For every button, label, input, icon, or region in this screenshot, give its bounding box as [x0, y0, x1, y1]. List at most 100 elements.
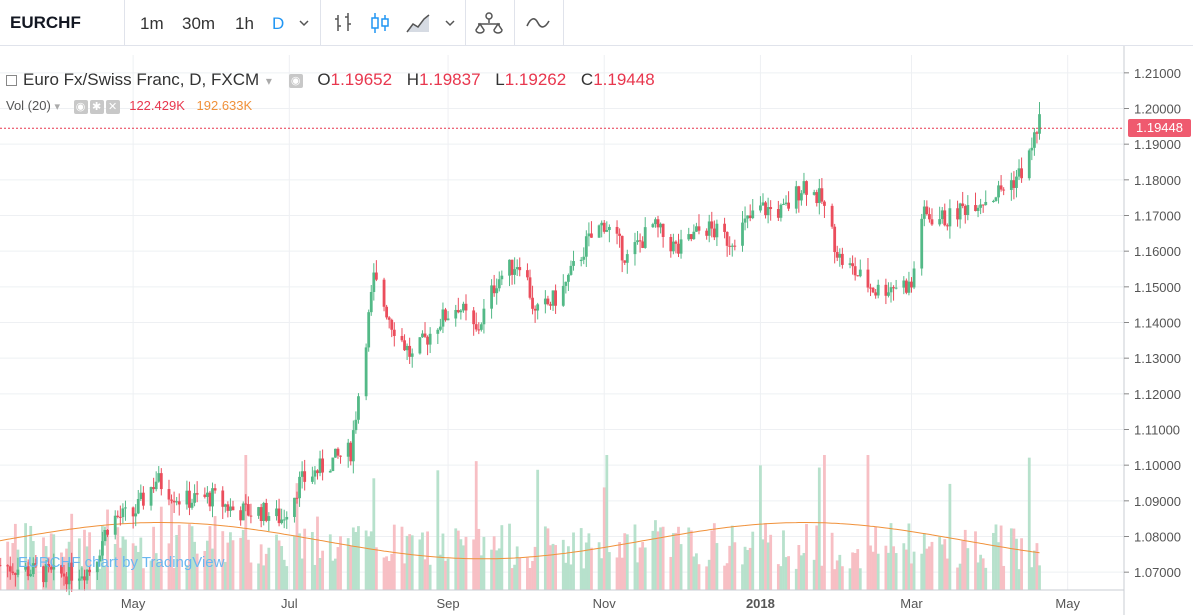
- volume-bar: [70, 513, 74, 590]
- candle-body: [195, 493, 199, 495]
- volume-bar: [492, 536, 496, 590]
- volume-ma-line: [0, 522, 1040, 560]
- candle-body: [205, 492, 209, 497]
- candle-body: [426, 336, 429, 345]
- volume-bar: [733, 542, 737, 590]
- volume-bar: [364, 530, 368, 590]
- volume-bar: [264, 553, 268, 590]
- eye-icon[interactable]: ◉: [73, 99, 88, 114]
- candle-body: [920, 218, 924, 269]
- volume-bar: [564, 562, 568, 590]
- volume-bar: [531, 560, 534, 590]
- volume-bar: [695, 553, 698, 590]
- eye-icon[interactable]: ◉: [288, 73, 303, 88]
- candle-body: [88, 569, 92, 573]
- candle-body: [244, 503, 248, 505]
- candle-body: [641, 241, 645, 248]
- volume-bar: [981, 558, 985, 590]
- symbol-search-button[interactable]: EURCHF: [10, 13, 81, 32]
- interval-30m-button[interactable]: 30m: [182, 14, 216, 33]
- interval-1h-button[interactable]: 1h: [235, 14, 254, 33]
- interval-1m-button[interactable]: 1m: [140, 14, 164, 33]
- candle-body: [223, 504, 227, 507]
- candle-body: [472, 310, 476, 325]
- volume-bar: [508, 523, 511, 590]
- candle-body: [730, 245, 734, 247]
- candle-body: [136, 498, 140, 514]
- candle-body: [349, 442, 353, 462]
- watermark[interactable]: EURCHF chart by TradingView: [18, 554, 225, 571]
- candle-body: [797, 186, 801, 201]
- volume-bar: [369, 531, 373, 590]
- volume-bar: [441, 533, 445, 590]
- volume-bar: [838, 554, 842, 590]
- volume-bar: [945, 558, 949, 590]
- candle-body: [554, 290, 557, 306]
- volume-bar: [984, 567, 988, 590]
- volume-bar: [851, 552, 855, 590]
- candle-body: [894, 287, 898, 289]
- chevron-down-icon[interactable]: ▾: [54, 101, 60, 113]
- candle-body: [579, 259, 583, 262]
- volume-bar: [139, 537, 143, 590]
- indicators-icon[interactable]: [526, 11, 550, 35]
- volume-bar: [764, 523, 767, 590]
- volume-bar: [167, 543, 171, 590]
- chevron-down-icon[interactable]: ▾: [265, 74, 272, 88]
- collapse-legend-icon[interactable]: [6, 75, 17, 87]
- price-tick-label: 1.17000: [1134, 209, 1181, 224]
- candle-body: [134, 513, 138, 517]
- interval-d-button[interactable]: D: [272, 14, 285, 33]
- candle-body: [997, 185, 1000, 198]
- candle-body: [229, 506, 232, 511]
- volume-bar: [561, 539, 565, 590]
- volume-bar: [871, 551, 875, 590]
- volume-bar: [623, 533, 627, 590]
- candle-body: [387, 317, 391, 320]
- candles-icon[interactable]: [368, 11, 392, 35]
- time-tick-label: May: [121, 596, 146, 611]
- close-icon[interactable]: ✕: [105, 99, 120, 114]
- candle-body: [1035, 132, 1039, 134]
- candle-body: [710, 221, 714, 229]
- volume-bar: [607, 552, 611, 590]
- volume-bar: [820, 565, 824, 590]
- volume-bar: [1030, 567, 1034, 590]
- volume-bar: [211, 548, 214, 590]
- volume-bar: [958, 563, 962, 590]
- volume-bar: [677, 526, 680, 590]
- candle-body: [956, 208, 959, 220]
- gear-icon[interactable]: ✱: [89, 99, 104, 114]
- area-chart-icon[interactable]: [406, 11, 430, 35]
- bars-icon[interactable]: [331, 11, 355, 35]
- price-tick-label: 1.16000: [1134, 244, 1181, 259]
- volume-bar: [761, 539, 765, 590]
- candle-body: [418, 337, 422, 354]
- price-tick-label: 1.10000: [1134, 458, 1181, 473]
- chevron-down-icon[interactable]: [441, 13, 459, 33]
- volume-bar: [551, 543, 555, 590]
- chevron-down-icon[interactable]: [295, 13, 313, 33]
- candle-body: [60, 565, 63, 574]
- candle-body: [961, 203, 965, 206]
- candle-body: [707, 221, 711, 236]
- volume-bar: [620, 557, 624, 590]
- compare-icon[interactable]: [474, 11, 504, 35]
- candle-body: [249, 515, 253, 517]
- volume-bar: [464, 536, 468, 590]
- close-label: C: [580, 70, 594, 89]
- candle-body: [336, 448, 340, 456]
- candle-body: [31, 563, 35, 575]
- candle-body: [8, 566, 12, 572]
- volume-bar: [313, 564, 317, 590]
- volume-bar: [974, 531, 977, 590]
- candle-body: [871, 287, 875, 293]
- volume-bar: [805, 523, 808, 590]
- volume-bar: [223, 561, 227, 590]
- candle-body: [241, 503, 245, 521]
- volume-bar: [794, 568, 798, 590]
- candle-body: [403, 340, 406, 351]
- volume-bar: [85, 546, 89, 590]
- candle-body: [149, 487, 153, 506]
